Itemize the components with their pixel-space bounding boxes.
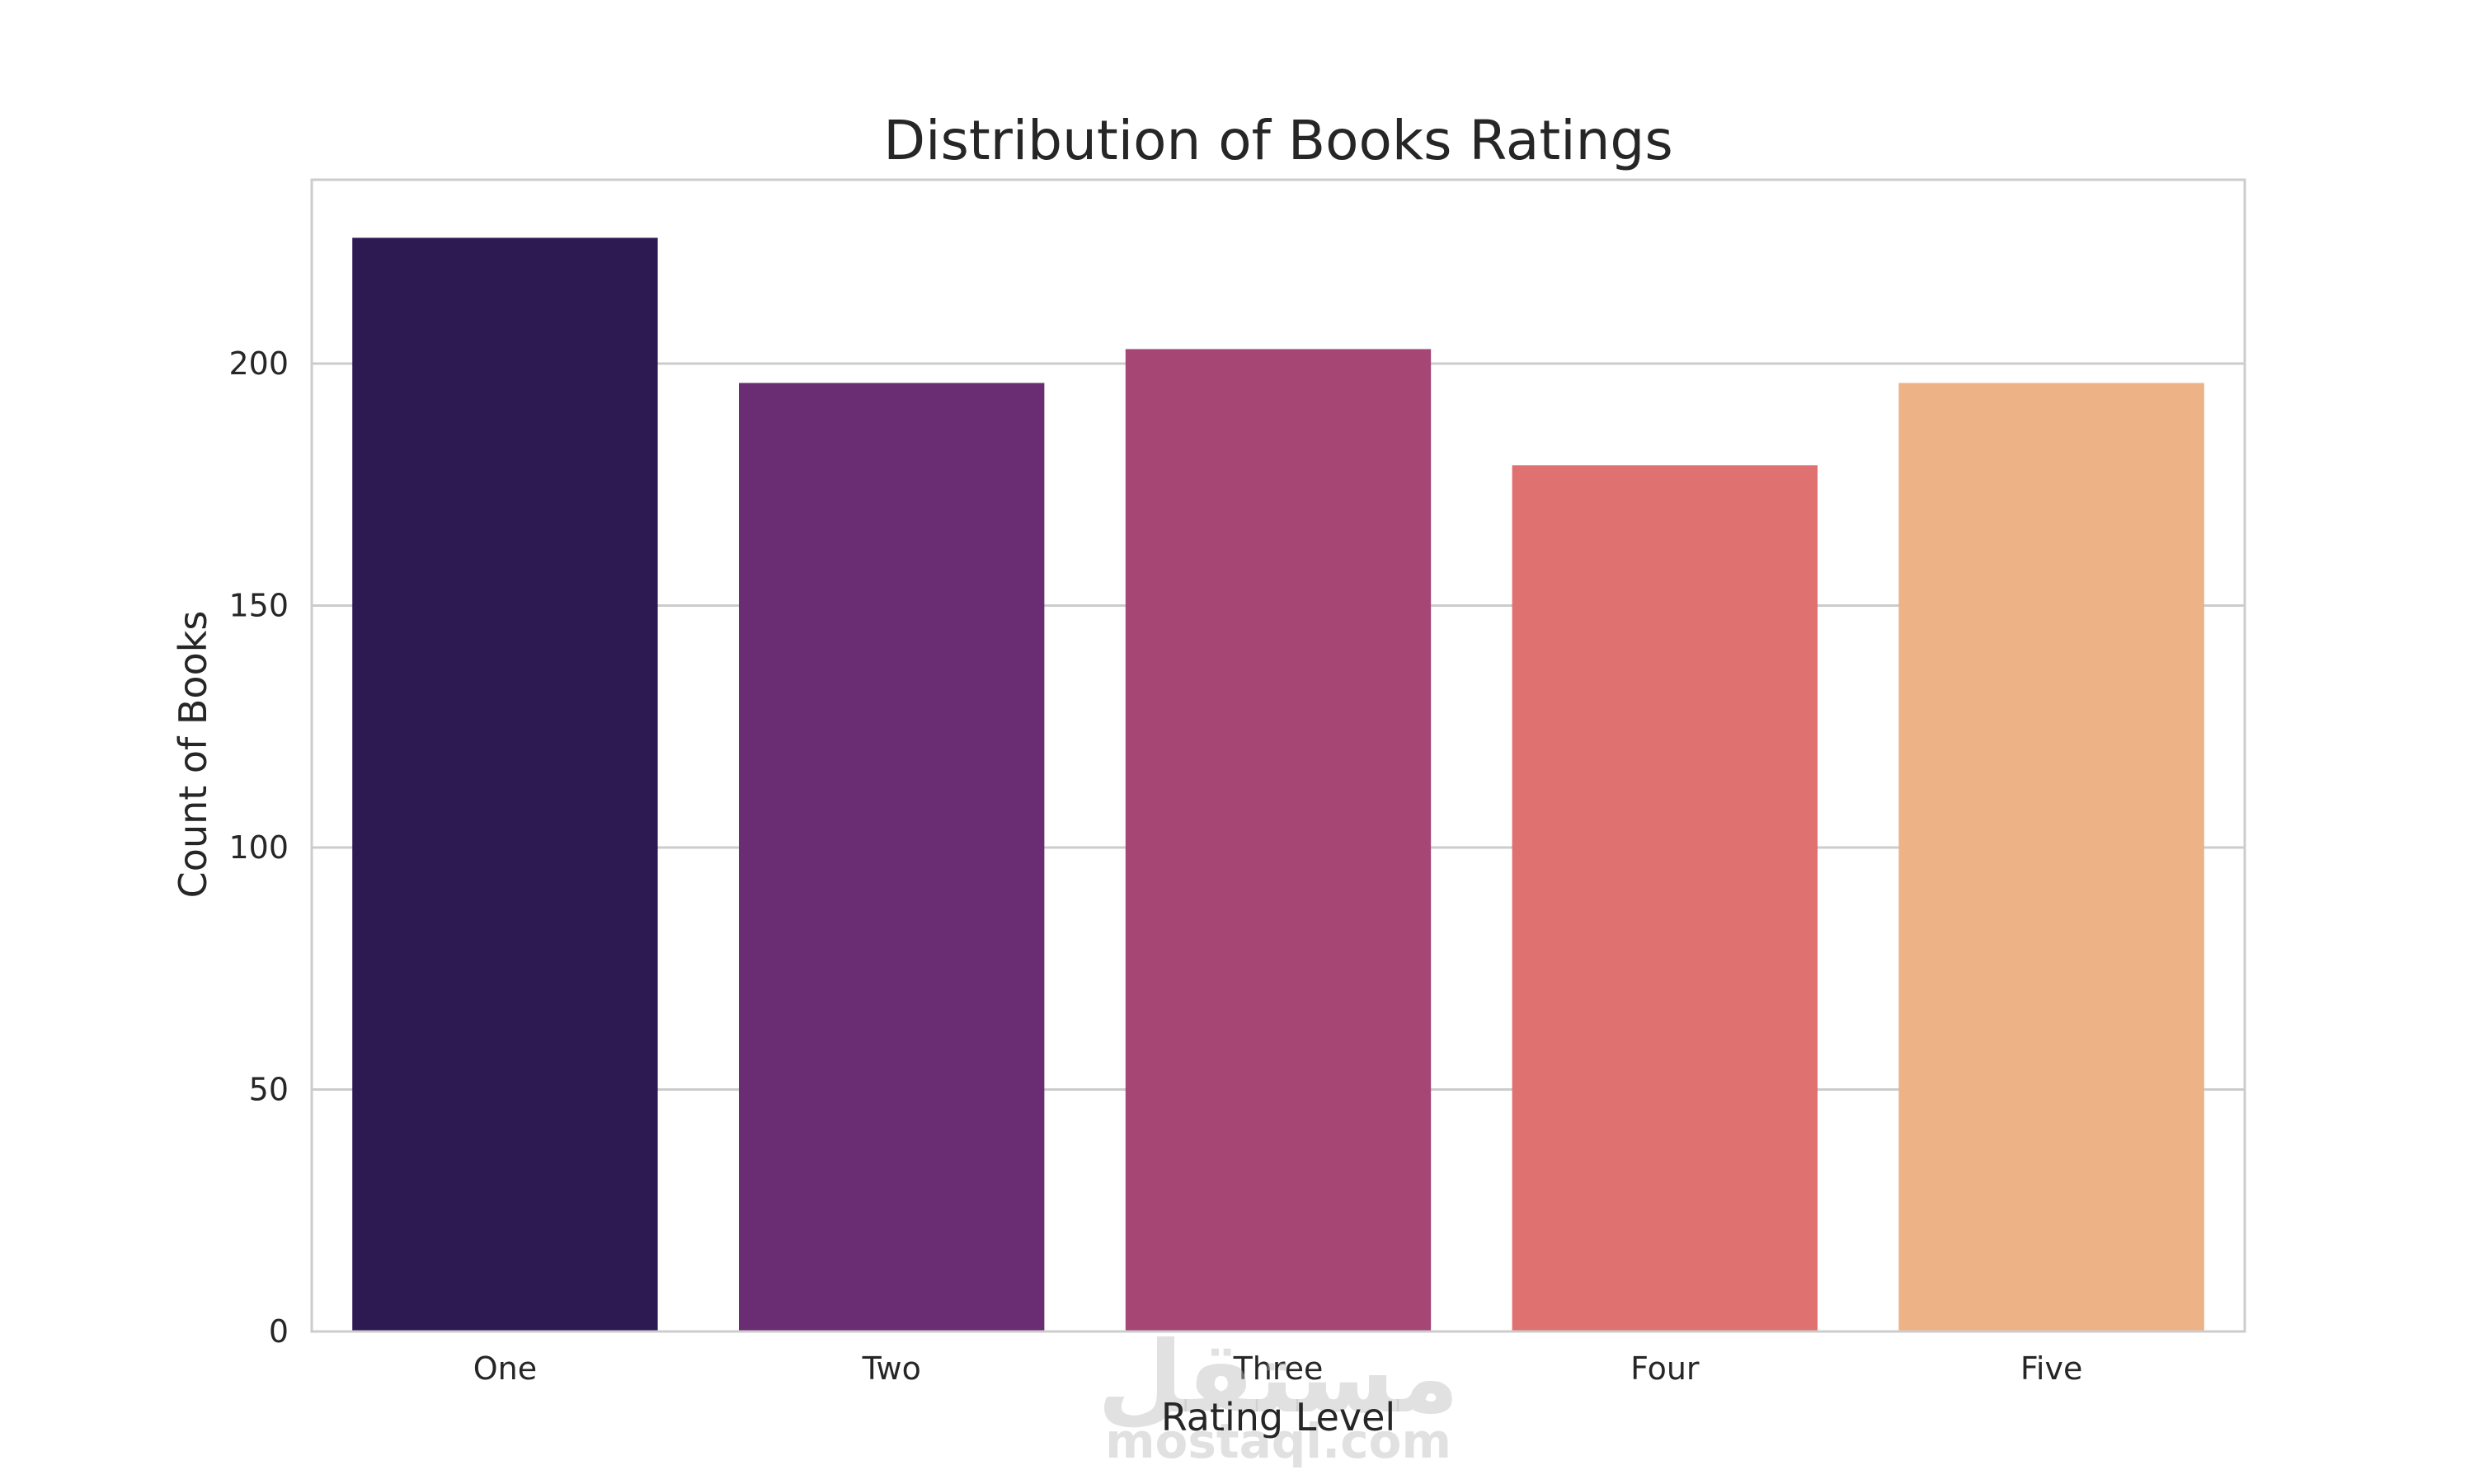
bar-two <box>739 383 1045 1331</box>
y-tick-label-50: 50 <box>249 1072 289 1108</box>
x-tick-label-two: Two <box>862 1350 921 1387</box>
y-tick-label-100: 100 <box>228 829 289 866</box>
y-tick-label-0: 0 <box>269 1313 289 1350</box>
x-tick-label-five: Five <box>2020 1350 2083 1387</box>
x-tick-labels: One Two Three Four Five <box>473 1350 2083 1387</box>
watermark: مستقل mostaql.com <box>1098 1321 1460 1469</box>
watermark-latin: mostaql.com <box>1105 1413 1451 1469</box>
y-tick-labels: 0 50 100 150 200 <box>228 345 289 1350</box>
y-axis-label: Count of Books <box>171 611 215 899</box>
x-tick-label-one: One <box>473 1350 537 1387</box>
watermark-arabic: مستقل <box>1098 1321 1460 1435</box>
chart-title: Distribution of Books Ratings <box>883 109 1672 172</box>
y-tick-label-150: 150 <box>228 588 289 624</box>
x-tick-label-three: Three <box>1233 1350 1324 1387</box>
bar-four <box>1512 465 1818 1331</box>
bars <box>352 237 2204 1331</box>
y-tick-label-200: 200 <box>228 345 289 382</box>
plot-frame <box>310 178 2246 1333</box>
x-axis-label: Rating Level <box>1161 1395 1395 1439</box>
bar-one <box>352 237 658 1331</box>
bar-five <box>1898 383 2204 1331</box>
x-tick-label-four: Four <box>1630 1350 1700 1387</box>
bar-three <box>1125 349 1432 1331</box>
